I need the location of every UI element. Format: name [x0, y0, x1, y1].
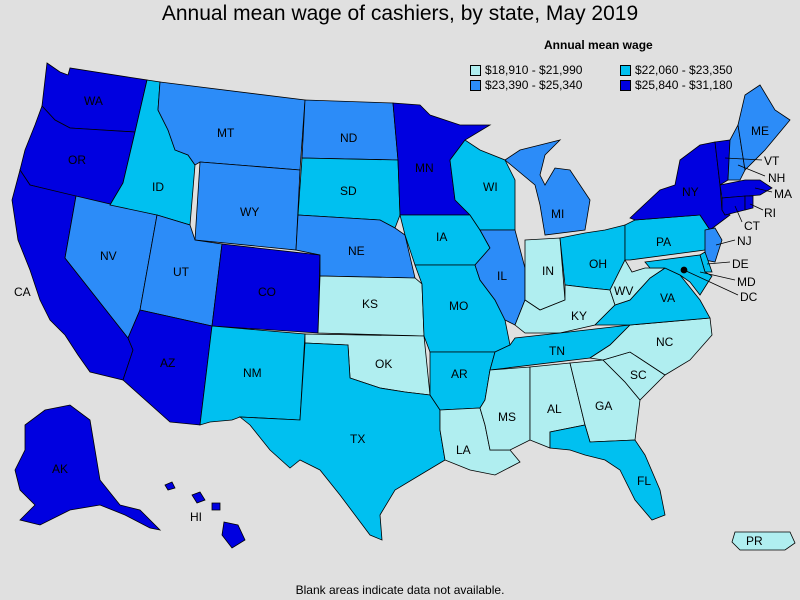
label-DC: DC	[740, 290, 758, 304]
label-RI: RI	[764, 206, 776, 220]
label-NC: NC	[656, 335, 674, 349]
state-FL[interactable]	[549, 424, 666, 521]
label-PA: PA	[656, 235, 671, 249]
label-TN: TN	[549, 344, 565, 358]
callout-line-RI	[749, 203, 764, 211]
state-NM[interactable]	[199, 325, 306, 426]
footnote: Blank areas indicate data not available.	[295, 583, 505, 597]
label-KY: KY	[571, 309, 587, 323]
label-IN: IN	[542, 264, 554, 278]
label-ND: ND	[340, 131, 358, 145]
legend-label-tier-3: $25,840 - $31,180	[635, 78, 733, 92]
legend-item-tier-2: $23,390 - $25,340	[470, 78, 582, 92]
state-ND[interactable]	[301, 99, 399, 161]
state-NY[interactable]	[629, 141, 731, 231]
label-WV: WV	[614, 284, 633, 298]
callout-line-MA	[754, 187, 773, 193]
label-PR: PR	[746, 534, 763, 548]
callout-line-NJ	[715, 239, 736, 246]
label-CT: CT	[744, 219, 761, 233]
state-RI[interactable]	[744, 195, 754, 211]
label-WY: WY	[240, 205, 259, 219]
map-title: Annual mean wage of cashiers, by state, …	[161, 2, 639, 25]
label-MI: MI	[551, 207, 564, 221]
label-AR: AR	[451, 367, 468, 381]
legend-swatch-tier-3	[620, 79, 631, 91]
state-MA[interactable]	[719, 179, 773, 199]
label-IL: IL	[497, 269, 507, 283]
label-NJ: NJ	[737, 234, 752, 248]
callout-line-NH	[737, 164, 766, 177]
state-MT[interactable]	[157, 81, 306, 171]
label-ID: ID	[152, 180, 164, 194]
state-TX[interactable]	[238, 342, 446, 541]
label-NV: NV	[100, 249, 117, 263]
legend-swatch-tier-1	[620, 64, 631, 76]
state-NJ[interactable]	[704, 227, 723, 263]
label-VA: VA	[660, 291, 675, 305]
label-IA: IA	[436, 230, 447, 244]
label-UT: UT	[173, 265, 190, 279]
label-WI: WI	[483, 180, 498, 194]
callout-line-MD	[699, 271, 736, 281]
label-CO: CO	[258, 285, 276, 299]
label-AL: AL	[547, 402, 562, 416]
label-GA: GA	[595, 399, 612, 413]
state-ME[interactable]	[737, 84, 791, 171]
label-NY: NY	[682, 185, 699, 199]
state-NC[interactable]	[588, 317, 713, 376]
state-WI[interactable]	[449, 139, 516, 231]
state-PR[interactable]	[731, 531, 796, 551]
legend-label-tier-0: $18,910 - $21,990	[485, 63, 583, 77]
label-MT: MT	[217, 126, 235, 140]
state-IL[interactable]	[474, 229, 526, 326]
dc-marker	[680, 266, 688, 274]
legend-swatch-tier-0	[470, 64, 481, 76]
label-KS: KS	[362, 297, 378, 311]
callout-line-DC	[683, 269, 739, 296]
state-HI[interactable]	[164, 481, 246, 549]
label-DE: DE	[732, 257, 749, 271]
callout-line-CT	[734, 205, 743, 223]
state-MD[interactable]	[644, 254, 713, 296]
label-OR: OR	[68, 153, 86, 167]
state-CT[interactable]	[721, 195, 746, 216]
label-VT: VT	[764, 154, 780, 168]
label-AK: AK	[52, 462, 68, 476]
label-MN: MN	[415, 161, 434, 175]
legend-swatch-tier-2	[470, 79, 481, 91]
label-SC: SC	[630, 368, 647, 382]
label-MD: MD	[737, 275, 756, 289]
label-OK: OK	[375, 357, 392, 371]
legend-item-tier-0: $18,910 - $21,990	[470, 63, 582, 77]
callout-line-VT	[724, 157, 763, 161]
label-NM: NM	[243, 366, 262, 380]
state-MI[interactable]	[504, 139, 591, 236]
label-AZ: AZ	[160, 356, 175, 370]
label-SD: SD	[340, 184, 357, 198]
label-LA: LA	[456, 443, 471, 457]
label-MA: MA	[774, 187, 792, 201]
state-KY[interactable]	[514, 284, 616, 334]
label-CA: CA	[14, 285, 31, 299]
state-AK[interactable]	[14, 404, 162, 531]
legend-label-tier-2: $23,390 - $25,340	[485, 78, 583, 92]
legend-label-tier-1: $22,060 - $23,350	[635, 63, 733, 77]
label-OH: OH	[589, 257, 607, 271]
label-TX: TX	[350, 432, 365, 446]
legend-item-tier-3: $25,840 - $31,180	[620, 78, 732, 92]
label-MS: MS	[498, 410, 516, 424]
legend-title: Annual mean wage	[544, 38, 653, 52]
label-WA: WA	[84, 94, 103, 108]
label-NH: NH	[768, 171, 785, 185]
callout-line-DE	[706, 261, 731, 265]
label-FL: FL	[637, 474, 651, 488]
label-MO: MO	[449, 299, 468, 313]
label-NE: NE	[348, 244, 365, 258]
legend-item-tier-1: $22,060 - $23,350	[620, 63, 732, 77]
label-ME: ME	[751, 124, 769, 138]
label-HI: HI	[190, 510, 202, 524]
